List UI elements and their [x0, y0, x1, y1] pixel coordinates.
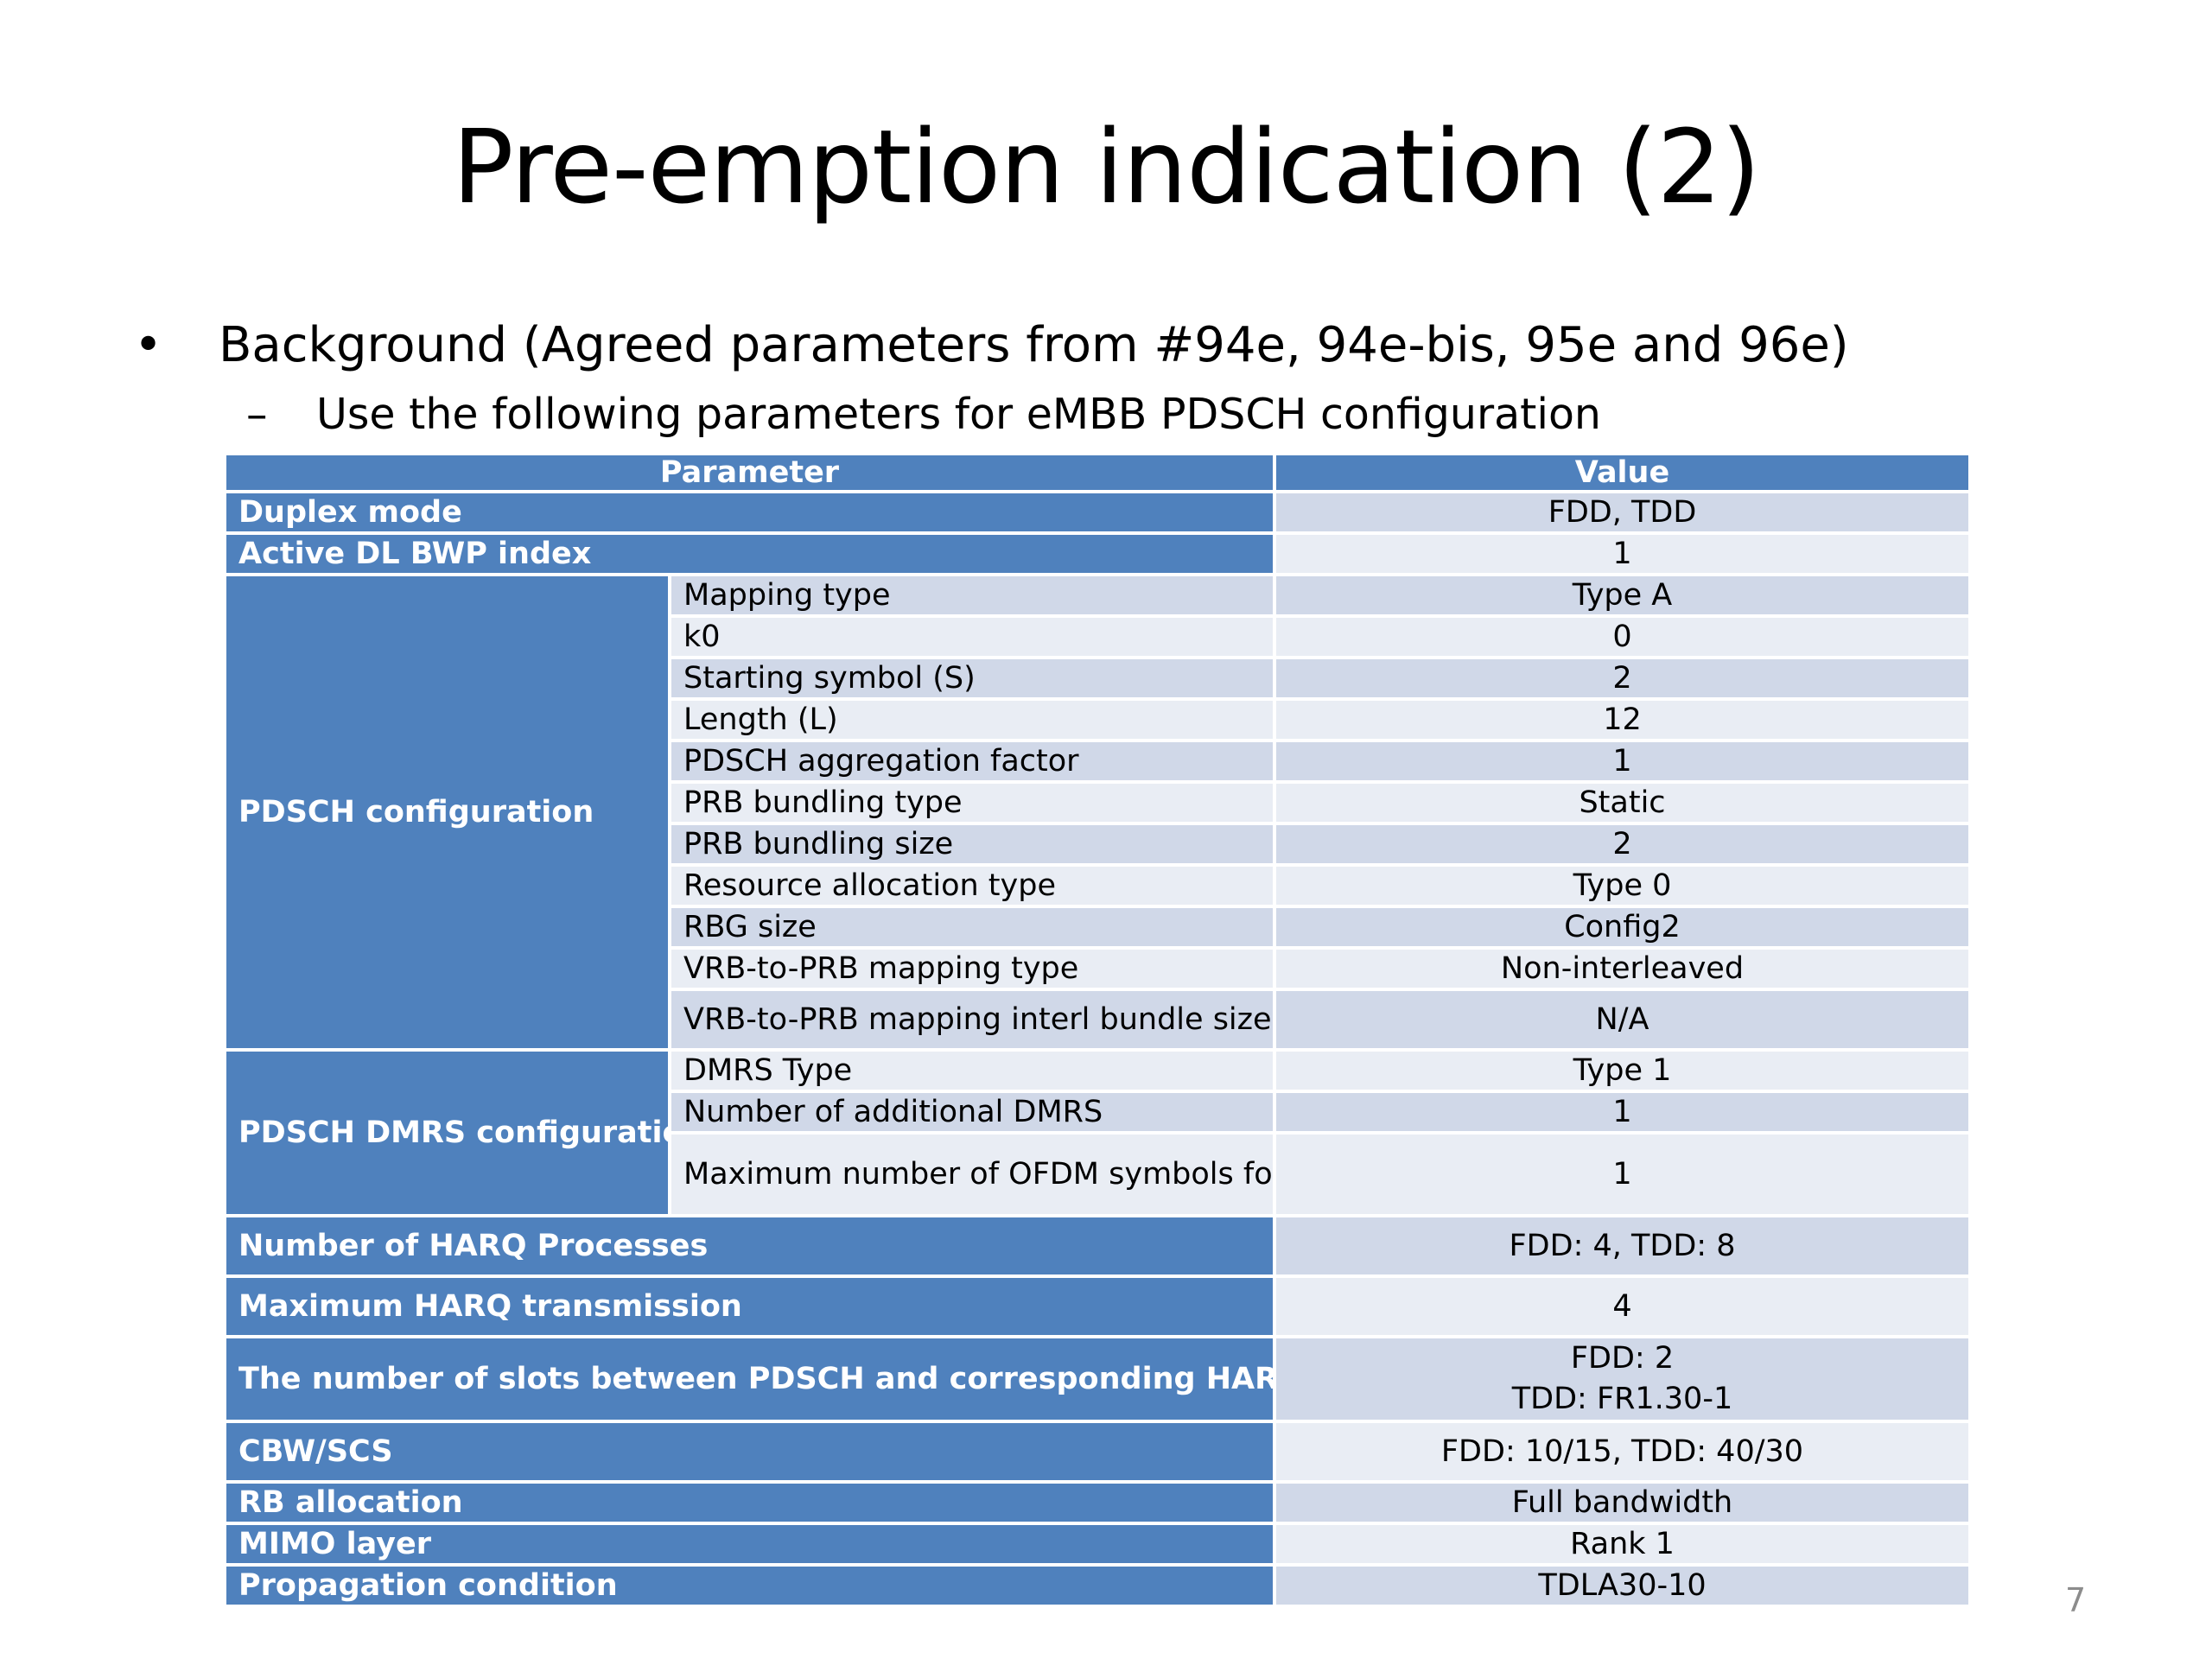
sub-value: 0: [1273, 614, 1972, 659]
sub-param: Resource allocation type: [668, 863, 1276, 908]
table-row: Resource allocation type Type 0: [225, 863, 1972, 908]
row-value-cbw-scs: FDD: 10/15, TDD: 40/30: [1273, 1420, 1972, 1484]
row-value-harq-processes: FDD: 4, TDD: 8: [1273, 1214, 1972, 1278]
row-label-duplex-mode: Duplex mode: [223, 490, 1276, 535]
table-row: Propagation condition TDLA30-10: [223, 1563, 1972, 1608]
table-row: RBG size Config2: [225, 905, 1972, 950]
table-row: Maximum HARQ transmission 4: [223, 1274, 1972, 1338]
slide-title: Pre-emption indication (2): [452, 107, 1760, 226]
header-parameter: Parameter: [223, 452, 1276, 493]
sub-param: RBG size: [668, 905, 1276, 950]
sub-value: Type 0: [1273, 863, 1972, 908]
sub-param: VRB-to-PRB mapping interl bundle size: [668, 988, 1276, 1052]
row-label-propagation-condition: Propagation condition: [223, 1563, 1276, 1608]
row-label-cbw-scs: CBW/SCS: [223, 1420, 1276, 1484]
table-row: Duplex mode FDD, TDD: [223, 490, 1972, 535]
sub-param: k0: [668, 614, 1276, 659]
sub-param: PDSCH aggregation factor: [668, 739, 1276, 784]
page-number: 7: [2065, 1581, 2087, 1619]
value-line-tdd: TDD: FR1.30-1: [1511, 1382, 1733, 1416]
row-value-duplex-mode: FDD, TDD: [1273, 490, 1972, 535]
sub-value: 1: [1273, 1131, 1972, 1217]
table-header-row: Parameter Value: [223, 452, 1972, 493]
row-label-max-harq-transmission: Maximum HARQ transmission: [223, 1274, 1276, 1338]
row-value-active-dl-bwp: 1: [1273, 531, 1972, 576]
sub-value: Non-interleaved: [1273, 946, 1972, 991]
row-label-active-dl-bwp: Active DL BWP index: [223, 531, 1276, 576]
sub-param: PRB bundling type: [668, 780, 1276, 825]
row-label-rb-allocation: RB allocation: [223, 1480, 1276, 1525]
table-row: MIMO layer Rank 1: [223, 1522, 1972, 1567]
sub-bullet-text: Use the following parameters for eMBB PD…: [316, 390, 1601, 439]
table-row: VRB-to-PRB mapping type Non-interleaved: [225, 946, 1972, 991]
bullet-marker: •: [134, 317, 163, 373]
sub-value: N/A: [1273, 988, 1972, 1052]
sub-param: PRB bundling size: [668, 822, 1276, 867]
sub-value: 1: [1273, 1090, 1972, 1135]
sub-param: Number of additional DMRS: [668, 1090, 1276, 1135]
row-label-slots-harq-ack: The number of slots between PDSCH and co…: [223, 1335, 1276, 1423]
sub-value: Type A: [1273, 573, 1972, 618]
table-row: VRB-to-PRB mapping interl bundle size N/…: [225, 988, 1972, 1052]
table-row: The number of slots between PDSCH and co…: [223, 1335, 1972, 1423]
table-row: Length (L) 12: [225, 697, 1972, 742]
table-row: Active DL BWP index 1: [223, 531, 1972, 576]
sub-param: Length (L): [668, 697, 1276, 742]
value-line-fdd: FDD: 2: [1570, 1341, 1675, 1376]
sub-value: 1: [1273, 739, 1972, 784]
table-row: Number of HARQ Processes FDD: 4, TDD: 8: [223, 1214, 1972, 1278]
row-value-rb-allocation: Full bandwidth: [1273, 1480, 1972, 1525]
sub-bullet-marker: –: [246, 390, 268, 439]
sub-value: 12: [1273, 697, 1972, 742]
header-value: Value: [1273, 452, 1972, 493]
table-row: PDSCH aggregation factor 1: [225, 739, 1972, 784]
row-value-mimo-layer: Rank 1: [1273, 1522, 1972, 1567]
sub-value: Type 1: [1273, 1048, 1972, 1093]
table-row: Number of additional DMRS 1: [225, 1090, 1972, 1135]
sub-param: Maximum number of OFDM symbols for DL fr…: [668, 1131, 1276, 1217]
sub-param: DMRS Type: [668, 1048, 1276, 1093]
group-label-pdsch-configuration: PDSCH configuration: [223, 573, 671, 1052]
table-row: PRB bundling type Static: [225, 780, 1972, 825]
sub-param: Mapping type: [668, 573, 1276, 618]
table-row: PRB bundling size 2: [225, 822, 1972, 867]
table-row: Maximum number of OFDM symbols for DL fr…: [225, 1131, 1972, 1217]
row-label-mimo-layer: MIMO layer: [223, 1522, 1276, 1567]
group-label-pdsch-dmrs-configuration: PDSCH DMRS configuration: [223, 1048, 671, 1217]
table-row: PDSCH DMRS configuration DMRS Type Type …: [223, 1048, 1972, 1217]
sub-param: VRB-to-PRB mapping type: [668, 946, 1276, 991]
table-row: RB allocation Full bandwidth: [223, 1480, 1972, 1525]
row-value-propagation-condition: TDLA30-10: [1273, 1563, 1972, 1608]
sub-value: 2: [1273, 822, 1972, 867]
row-value-slots-harq-ack: FDD: 2 TDD: FR1.30-1: [1273, 1335, 1972, 1423]
row-label-harq-processes: Number of HARQ Processes: [223, 1214, 1276, 1278]
table-row: CBW/SCS FDD: 10/15, TDD: 40/30: [223, 1420, 1972, 1484]
sub-value: 2: [1273, 656, 1972, 701]
sub-param: Starting symbol (S): [668, 656, 1276, 701]
sub-value: Config2: [1273, 905, 1972, 950]
table-row: k0 0: [225, 614, 1972, 659]
table-row: PDSCH configuration Mapping type Type A: [223, 573, 1972, 1052]
table-row: Starting symbol (S) 2: [225, 656, 1972, 701]
row-value-max-harq-transmission: 4: [1273, 1274, 1972, 1338]
bullet-text: Background (Agreed parameters from #94e,…: [219, 317, 1849, 373]
parameters-table: Parameter Value Duplex mode FDD, TDD Act…: [223, 452, 1972, 1608]
sub-value: Static: [1273, 780, 1972, 825]
